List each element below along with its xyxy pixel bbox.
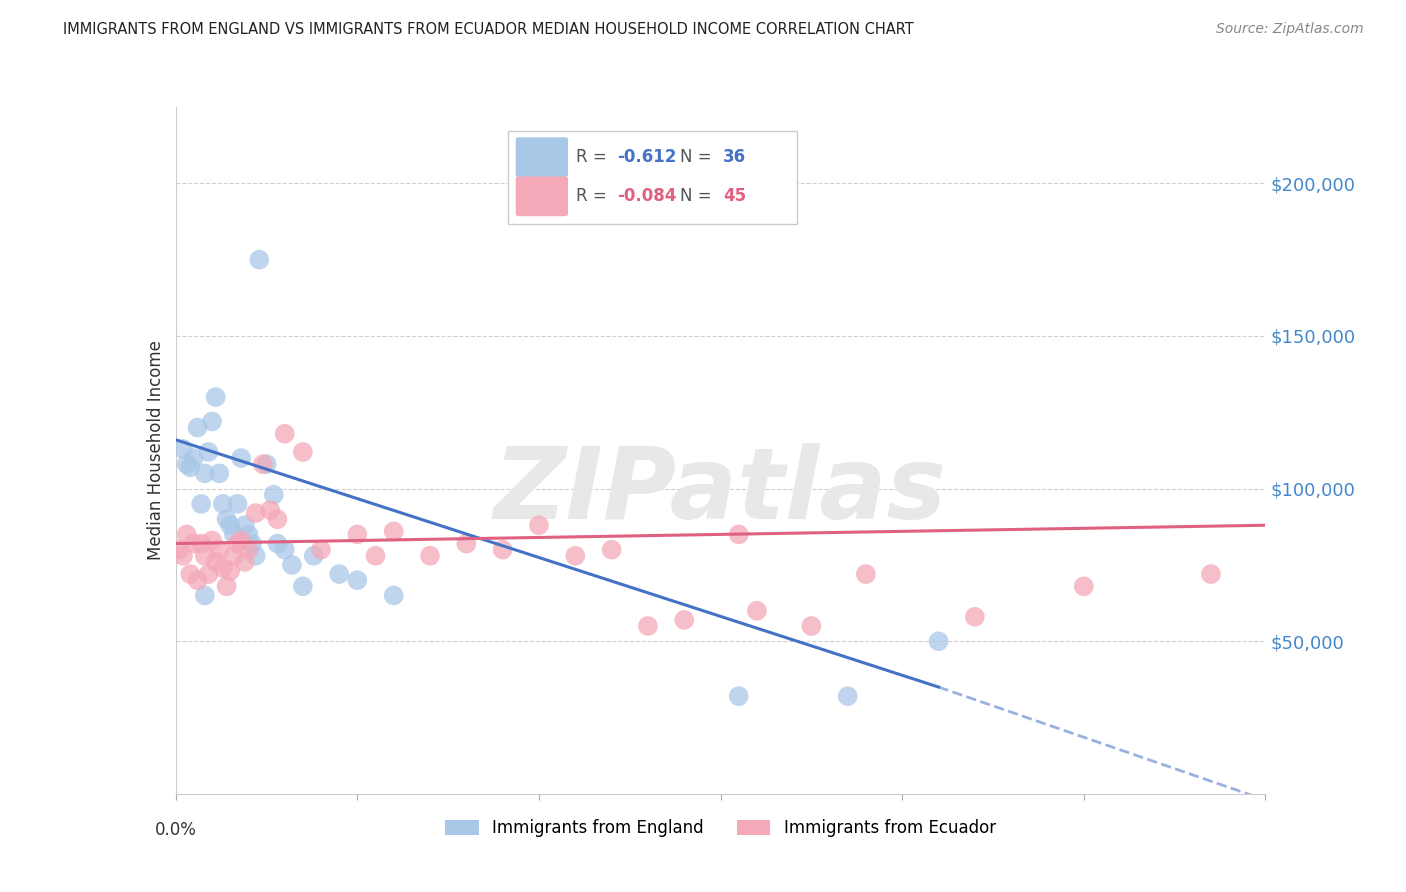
Point (186, 573, 209, 587)
Point (176, 457, 198, 471)
Point (208, 467, 231, 481)
Point (208, 542, 231, 557)
Point (169, 542, 191, 557)
Text: ZIPatlas: ZIPatlas (494, 443, 948, 541)
Text: -0.084: -0.084 (617, 187, 676, 205)
Point (186, 420, 209, 434)
Point (346, 573, 368, 587)
Point (291, 445, 314, 459)
Point (745, 604, 768, 618)
Point (252, 457, 274, 471)
Point (492, 542, 515, 557)
Point (215, 512, 238, 526)
Point (183, 536, 205, 550)
Point (564, 549, 586, 563)
Point (266, 536, 288, 550)
Point (238, 542, 260, 557)
Point (527, 518, 550, 533)
Text: N =: N = (681, 187, 717, 205)
FancyBboxPatch shape (508, 131, 797, 224)
Text: 36: 36 (723, 148, 745, 166)
Point (240, 536, 263, 550)
Point (382, 524, 405, 539)
Point (172, 549, 194, 563)
Point (1073, 579, 1095, 593)
Point (233, 555, 256, 569)
Point (179, 567, 201, 582)
Point (197, 445, 219, 459)
Text: 0.0%: 0.0% (155, 822, 197, 839)
Point (256, 457, 278, 471)
Point (259, 503, 281, 517)
Point (800, 619, 823, 633)
Point (231, 533, 253, 548)
Point (673, 613, 696, 627)
Point (201, 414, 224, 428)
Point (245, 549, 267, 563)
Point (183, 451, 205, 466)
Text: N =: N = (681, 148, 717, 166)
Point (346, 527, 368, 541)
Point (212, 497, 235, 511)
Point (727, 527, 749, 541)
Text: 45: 45 (723, 187, 745, 205)
Point (328, 567, 350, 582)
Point (855, 567, 877, 582)
Point (274, 542, 297, 557)
Point (309, 542, 332, 557)
Point (222, 549, 245, 563)
Point (222, 527, 245, 541)
Point (204, 390, 226, 404)
Text: IMMIGRANTS FROM ENGLAND VS IMMIGRANTS FROM ECUADOR MEDIAN HOUSEHOLD INCOME CORRE: IMMIGRANTS FROM ENGLAND VS IMMIGRANTS FR… (63, 22, 914, 37)
Point (226, 497, 249, 511)
Point (837, 689, 859, 703)
Point (201, 533, 224, 548)
Point (247, 252, 270, 267)
Point (194, 467, 217, 481)
Point (219, 564, 242, 578)
Point (637, 619, 659, 633)
Point (928, 634, 950, 648)
Point (302, 549, 325, 563)
Point (274, 426, 297, 441)
Point (238, 527, 260, 541)
Point (419, 549, 441, 563)
Point (190, 536, 212, 550)
Text: Source: ZipAtlas.com: Source: ZipAtlas.com (1216, 22, 1364, 37)
Point (231, 451, 253, 466)
Point (1199, 567, 1222, 582)
Y-axis label: Median Household Income: Median Household Income (146, 341, 165, 560)
Point (727, 689, 749, 703)
Point (226, 536, 249, 550)
Point (179, 460, 201, 475)
FancyBboxPatch shape (516, 177, 568, 216)
Point (382, 589, 405, 603)
Point (172, 442, 194, 456)
Point (233, 518, 256, 533)
Point (281, 558, 304, 572)
Point (204, 555, 226, 569)
Point (291, 579, 314, 593)
FancyBboxPatch shape (516, 137, 568, 178)
Point (963, 610, 986, 624)
Point (263, 488, 285, 502)
Point (600, 542, 623, 557)
Point (197, 567, 219, 582)
Point (194, 549, 217, 563)
Point (215, 579, 238, 593)
Point (190, 497, 212, 511)
Point (245, 506, 267, 520)
Legend: Immigrants from England, Immigrants from Ecuador: Immigrants from England, Immigrants from… (439, 813, 1002, 844)
Point (194, 589, 217, 603)
Text: R =: R = (575, 187, 612, 205)
Point (364, 549, 387, 563)
Point (456, 536, 478, 550)
Point (266, 512, 288, 526)
Point (212, 561, 235, 575)
Text: R =: R = (575, 148, 612, 166)
Text: -0.612: -0.612 (617, 148, 676, 166)
Point (176, 527, 198, 541)
Point (219, 518, 242, 533)
